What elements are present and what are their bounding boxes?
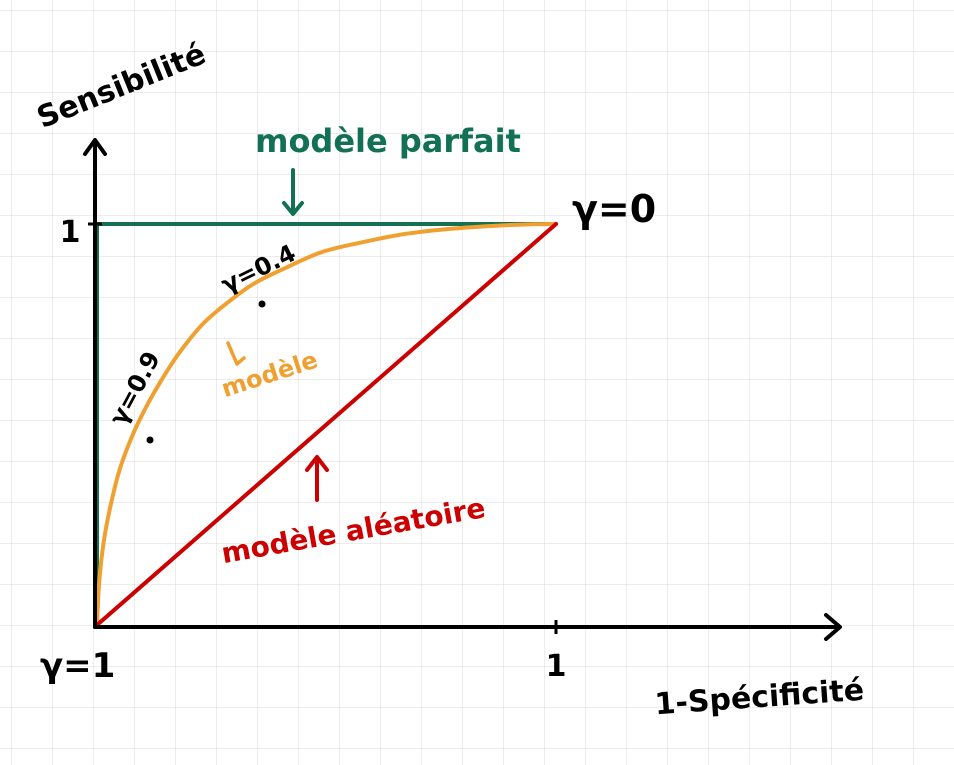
series-random-model-line <box>95 222 558 627</box>
arrow-model <box>226 341 246 366</box>
y-tick-label-1: 1 <box>60 215 81 250</box>
y-axis-arrowhead <box>83 138 107 156</box>
x-tick-label-1: 1 <box>546 649 567 684</box>
annotation-gamma-0: γ=0 <box>572 187 656 231</box>
series-model-curve <box>95 222 558 627</box>
x-axis-arrowhead <box>824 613 842 641</box>
arrow-perfect-model-head <box>282 201 304 216</box>
marker-gamma-04 <box>258 300 266 308</box>
marker-gamma-09 <box>146 436 154 444</box>
label-perfect-model: modèle parfait <box>255 122 521 160</box>
arrow-random-model-head <box>305 455 329 472</box>
annotation-gamma-1: γ=1 <box>40 646 115 686</box>
